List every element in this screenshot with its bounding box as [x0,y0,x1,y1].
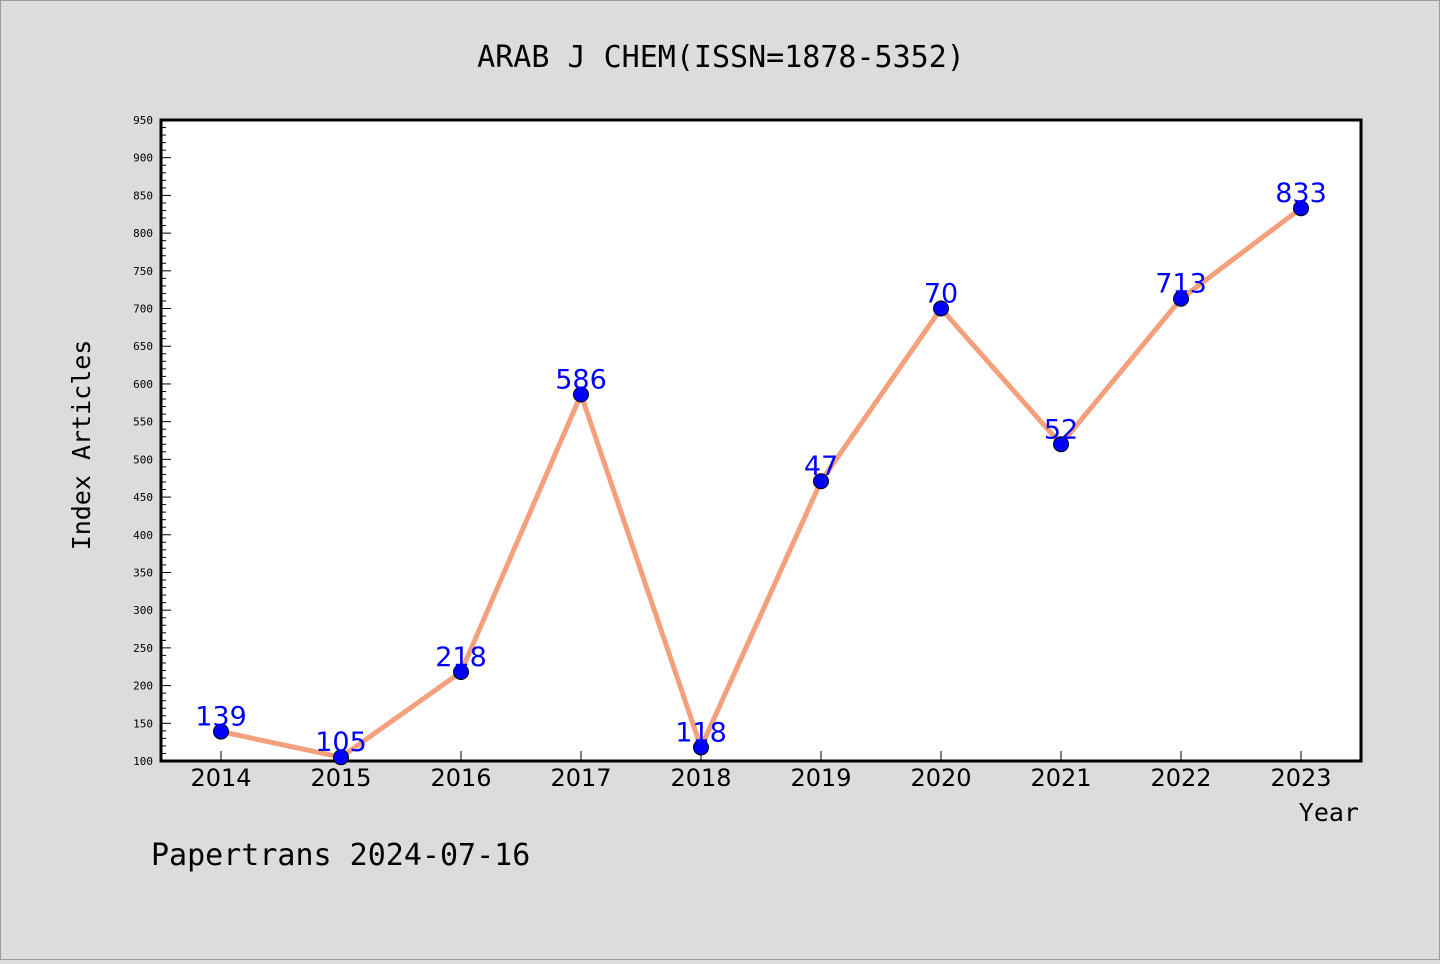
x-tick-label: 2018 [670,764,731,792]
data-point-2023 [1293,200,1309,217]
data-point-2021 [1053,436,1069,453]
x-tick-label: 2021 [1030,764,1091,792]
data-point-2022 [1173,290,1189,307]
data-labels: 139 105 218 586 118 47 70 52 713 833 [195,178,1327,758]
y-tick-label: 900 [133,152,153,165]
y-tick-label: 850 [133,189,153,202]
y-tick-label: 750 [133,265,153,278]
x-tick-label: 2016 [430,764,491,792]
data-point-2020 [933,300,949,317]
data-label-2014: 139 [195,702,247,733]
data-label-2015: 105 [315,727,367,758]
y-tick-label: 550 [133,416,153,429]
y-tick-label: 800 [133,227,153,240]
y-axis: 100 150 200 250 300 350 400 450 500 550 600 650 700 7… [133,114,171,768]
data-label-2018: 118 [675,717,727,748]
x-tick-label: 2023 [1270,764,1331,792]
data-point-2018 [693,739,709,756]
data-label-2022: 713 [1155,269,1207,300]
y-tick-label: 100 [133,755,153,768]
x-tick-label: 2015 [310,764,371,792]
data-point-2015 [333,749,349,766]
y-tick-label: 450 [133,491,153,504]
y-tick-label: 200 [133,680,153,693]
x-tick-label: 2017 [550,764,611,792]
x-tick-label: 2014 [190,764,251,792]
y-tick-label: 150 [133,717,153,730]
chart-title: ARAB J CHEM(ISSN=1878-5352) [477,40,965,75]
footer-credit: Papertrans 2024-07-16 [151,838,530,873]
y-tick-label: 300 [133,604,153,617]
data-point-2019 [813,473,829,490]
x-tick-label: 2022 [1150,764,1211,792]
y-tick-label: 700 [133,303,153,316]
data-label-2023: 833 [1275,178,1327,209]
data-point-2017 [573,386,589,403]
x-tick-label: 2019 [790,764,851,792]
data-label-2021: 52 [1044,414,1078,445]
x-axis: 2014 2015 2016 2017 2018 2019 2020 2021 2022 2023 [190,751,1332,792]
data-label-2020: 70 [924,279,958,310]
y-axis-title: Index Articles [67,340,96,551]
x-tick-label: 2020 [910,764,971,792]
y-tick-label: 950 [133,114,153,127]
y-tick-label: 350 [133,566,153,579]
data-point-2014 [213,723,229,740]
y-tick-label: 250 [133,642,153,655]
series-line [218,205,1304,760]
y-tick-label: 400 [133,529,153,542]
data-label-2016: 218 [435,642,487,673]
data-point-2016 [453,664,469,681]
x-axis-title: Year [1299,798,1359,827]
data-label-2019: 47 [804,451,838,482]
y-tick-label: 500 [133,453,153,466]
y-tick-label: 650 [133,340,153,353]
series-line-index-articles [213,200,1309,766]
y-tick-label: 600 [133,378,153,391]
plot-area [159,118,1363,763]
data-label-2017: 586 [555,364,607,395]
